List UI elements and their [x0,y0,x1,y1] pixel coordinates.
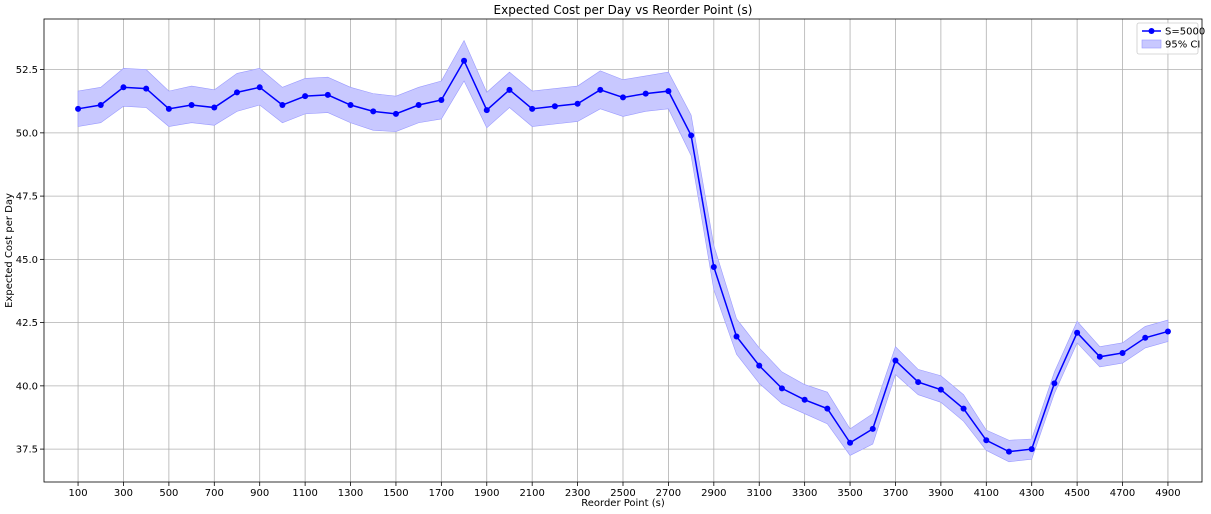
data-point [960,405,967,412]
data-point [483,107,490,114]
x-tick-label: 3900 [928,488,953,499]
y-tick-label: 50.0 [16,128,38,139]
x-tick-label: 4300 [1019,488,1044,499]
data-point [869,425,876,432]
y-tick-label: 52.5 [16,65,38,76]
x-tick-label: 100 [69,488,88,499]
data-point [461,57,468,64]
data-point [120,84,127,91]
data-point [1051,380,1058,387]
data-point [75,105,82,112]
data-point [188,102,195,109]
legend-band-label: 95% CI [1165,40,1200,51]
x-tick-label: 1500 [383,488,408,499]
legend: S=5000 95% CI [1136,22,1205,55]
y-axis-title: Expected Cost per Day [4,193,15,308]
x-tick-label: 2500 [610,488,635,499]
x-tick-label: 3300 [792,488,817,499]
ci-band-layer [77,39,1169,463]
x-tick-label: 4900 [1155,488,1180,499]
data-point [1028,446,1035,453]
y-tick-label: 45.0 [16,255,38,266]
data-point [256,84,263,91]
y-axis-ticks: 37.5 40.0 42.5 45.0 47.5 50.0 52.5 [16,65,44,456]
data-point [438,96,445,103]
data-point [1164,328,1171,335]
x-tick-label: 900 [250,488,269,499]
data-point [847,439,854,446]
data-point [302,93,309,100]
data-point [574,100,581,107]
data-point [165,105,172,112]
x-tick-label: 300 [114,488,133,499]
data-point [211,104,218,111]
data-point [620,94,626,101]
x-tick-label: 2900 [701,488,726,499]
data-point [551,103,558,110]
ci-band [77,39,1169,463]
data-point [1142,334,1149,341]
y-tick-label: 42.5 [16,318,38,329]
data-point [324,91,331,98]
data-point [778,385,785,392]
data-point [347,102,354,109]
x-axis-title: Reorder Point (s) [581,498,665,509]
data-point [234,89,240,96]
x-tick-label: 1700 [429,488,454,499]
x-tick-label: 3500 [837,488,862,499]
x-tick-label: 1100 [292,488,317,499]
data-point [688,132,695,139]
data-point [665,88,672,95]
data-point [392,110,399,117]
data-point [756,362,763,369]
data-point [529,105,536,112]
data-point [370,108,377,115]
data-point [597,86,604,93]
x-tick-label: 3700 [883,488,908,499]
x-tick-label: 3100 [747,488,772,499]
x-tick-label: 4500 [1064,488,1089,499]
x-tick-label: 4100 [974,488,999,499]
data-point [279,102,286,109]
data-point [824,405,831,412]
x-tick-label: 2700 [656,488,681,499]
legend-band-swatch [1141,39,1162,49]
legend-marker-swatch [1148,28,1155,34]
data-point [801,396,808,403]
x-axis-ticks: 100 300 500 700 900 1100 1300 1500 1700 1900 2100 2… [69,482,1181,499]
data-point [983,437,990,444]
chart-title: Expected Cost per Day vs Reorder Point (… [494,3,753,17]
data-point [733,333,740,340]
x-tick-label: 2100 [519,488,544,499]
x-tick-label: 2300 [565,488,590,499]
data-point [506,86,513,93]
data-point [1119,349,1126,356]
data-point [97,102,104,109]
x-tick-label: 1900 [474,488,499,499]
y-tick-label: 47.5 [16,192,38,203]
data-points [75,57,1171,455]
x-tick-label: 4700 [1110,488,1135,499]
data-point [642,90,649,97]
x-tick-label: 700 [205,488,224,499]
data-point [143,85,150,92]
data-point [892,357,899,364]
data-point [1096,353,1103,360]
x-tick-label: 500 [159,488,178,499]
y-tick-label: 40.0 [16,381,38,392]
data-point [710,263,717,270]
x-tick-label: 1300 [338,488,363,499]
data-point [937,386,944,393]
y-tick-label: 37.5 [16,445,38,456]
legend-line-label: S=5000 [1165,27,1205,38]
data-point [415,102,422,109]
data-point [1006,448,1012,455]
data-point [1074,329,1081,336]
data-point [915,379,922,386]
